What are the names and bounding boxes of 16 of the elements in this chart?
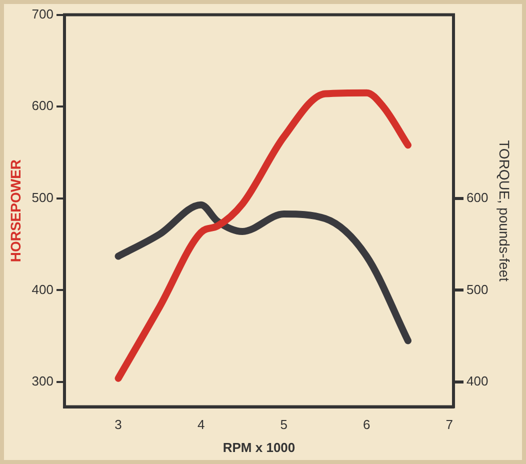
x-axis-title: RPM x 1000 (222, 440, 296, 455)
x-tick-label: 5 (280, 417, 288, 432)
y-tick-label: 500 (32, 190, 54, 205)
y2-tick-label: 500 (466, 282, 488, 297)
y-tick-label: 600 (32, 98, 54, 114)
y2-tick-label: 400 (466, 374, 488, 389)
y2-tick-label: 600 (466, 190, 488, 205)
x-tick-label: 6 (362, 417, 370, 432)
x-tick-label: 3 (114, 417, 122, 432)
y-tick-label: 400 (32, 282, 54, 297)
y-tick-label: 700 (32, 6, 54, 22)
y-axis-title: HORSEPOWER (7, 159, 24, 262)
y-tick-label: 300 (32, 374, 54, 389)
x-tick-label: 4 (197, 417, 205, 432)
x-tick-label: 7 (446, 417, 453, 432)
y2-axis-title: TORQUE, pounds-feet (496, 140, 513, 282)
